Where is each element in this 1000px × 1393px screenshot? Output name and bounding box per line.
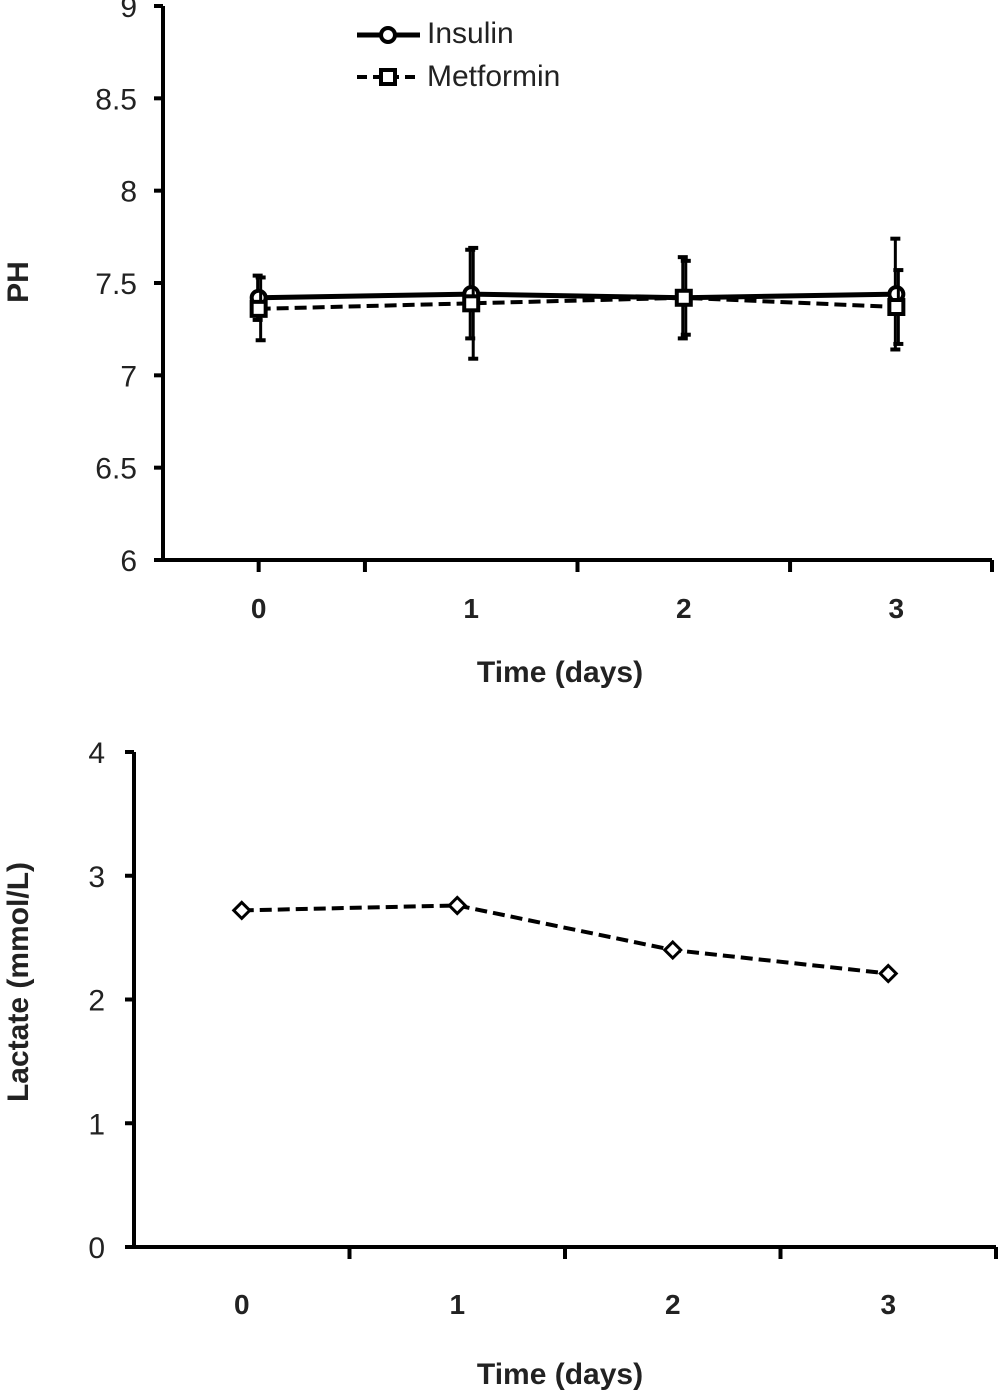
ph-chart: PH Time (days) Insulin Metformin 6 6.5 7 7.… <box>2 0 994 689</box>
ph-ylabel: PH <box>2 261 35 303</box>
lactate-y-tick-label: 0 <box>88 1232 105 1265</box>
lactate-series-0-point <box>662 939 683 961</box>
lactate-series-0-point <box>231 900 252 921</box>
ph-y-tick-label: 6.5 <box>95 453 137 486</box>
ph-y-tick-label: 7 <box>120 360 137 393</box>
ph-series-metformin-point <box>462 294 481 313</box>
lactate-y-tick-label: 3 <box>88 861 105 894</box>
ph-series-metformin-point <box>249 299 268 318</box>
lactate-y-tick-label: 1 <box>88 1108 105 1141</box>
legend-insulin-label: Insulin <box>427 17 514 50</box>
legend-metformin-marker <box>379 68 397 86</box>
lactate-y-tick-label: 2 <box>88 985 105 1018</box>
ph-legend: Insulin Metformin <box>357 17 560 93</box>
ph-y-tick-label: 7.5 <box>95 268 137 301</box>
legend-metformin-label: Metformin <box>427 60 560 93</box>
ph-y-tick-label: 8 <box>120 176 137 209</box>
ph-x-tick-label: 2 <box>676 593 692 624</box>
ph-x-tick-label: 3 <box>889 593 905 624</box>
ph-xlabel: Time (days) <box>477 656 643 689</box>
ph-series-metformin-point <box>674 288 693 307</box>
ph-x-tick-label: 0 <box>251 593 267 624</box>
lactate-y-tick-label: 4 <box>88 737 105 770</box>
lactate-xlabel: Time (days) <box>477 1358 643 1391</box>
ph-series-metformin-point <box>887 298 906 317</box>
ph-y-tick-label: 6 <box>120 545 137 578</box>
lactate-chart: Lactate (mmol/L) Time (days) 0 1 2 3 4 0 1 2 3 <box>2 737 998 1391</box>
legend-insulin-marker <box>379 26 397 44</box>
lactate-x-tick-label: 2 <box>665 1289 681 1320</box>
lactate-x-tick-label: 3 <box>880 1289 896 1320</box>
lactate-x-tick-label: 0 <box>234 1289 250 1320</box>
ph-y-tick-label: 9 <box>120 0 137 24</box>
lactate-series-0-line <box>241 903 889 976</box>
ph-y-tick-label: 8.5 <box>95 83 137 116</box>
ph-x-tick-label: 1 <box>463 593 479 624</box>
lactate-ylabel: Lactate (mmol/L) <box>2 862 35 1102</box>
lactate-series-0-point <box>878 963 899 984</box>
ph-series-insulin-line <box>258 291 897 301</box>
lactate-series-0-point <box>447 895 468 916</box>
ph-series-metformin-line <box>258 295 897 311</box>
lactate-x-tick-label: 1 <box>449 1289 465 1320</box>
